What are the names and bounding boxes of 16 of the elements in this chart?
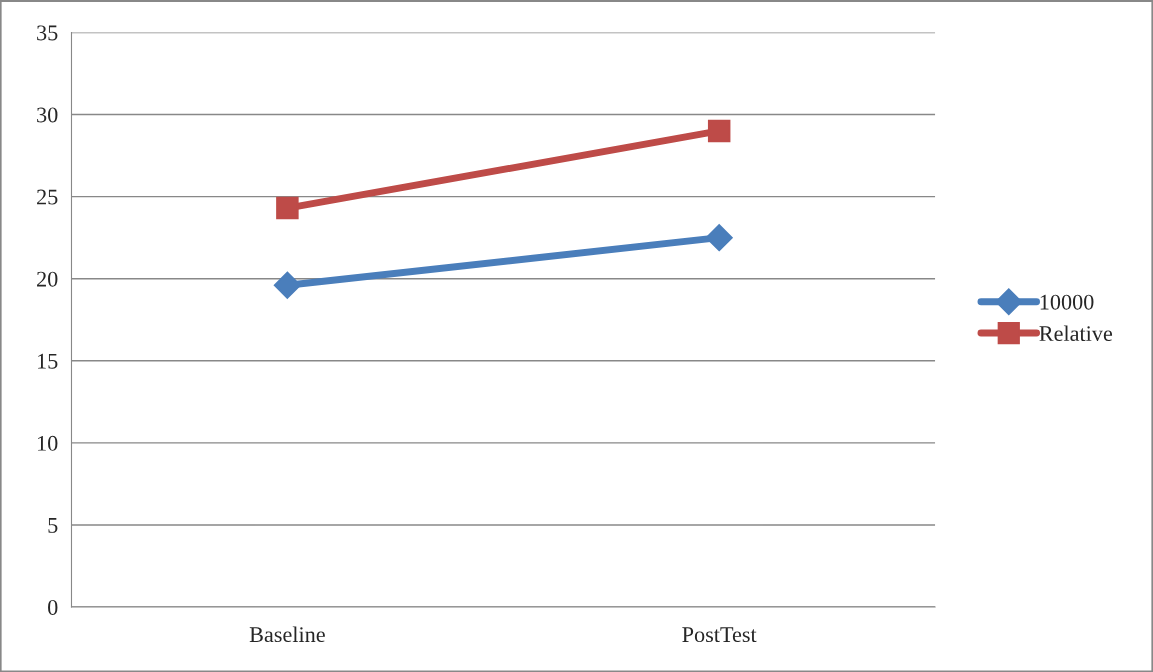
x-tick-label: Baseline [249, 626, 325, 643]
y-tick-label: 0 [48, 599, 58, 615]
y-tick-label: 30 [37, 107, 58, 123]
legend-label: Relative [1039, 325, 1113, 342]
point [705, 224, 733, 252]
legend-label: 10000 [1040, 294, 1094, 310]
y-tick-label: 35 [37, 25, 58, 41]
point [707, 119, 731, 143]
y-tick-label: 25 [37, 189, 58, 205]
y-tick-label: 20 [37, 271, 58, 287]
y-tick-label: 5 [48, 518, 58, 533]
y-tick-label: 15 [38, 353, 58, 369]
y-tick-label: 10 [38, 435, 58, 451]
point [276, 196, 299, 220]
point [273, 271, 301, 299]
x-tick-label: PostTest [682, 627, 757, 643]
